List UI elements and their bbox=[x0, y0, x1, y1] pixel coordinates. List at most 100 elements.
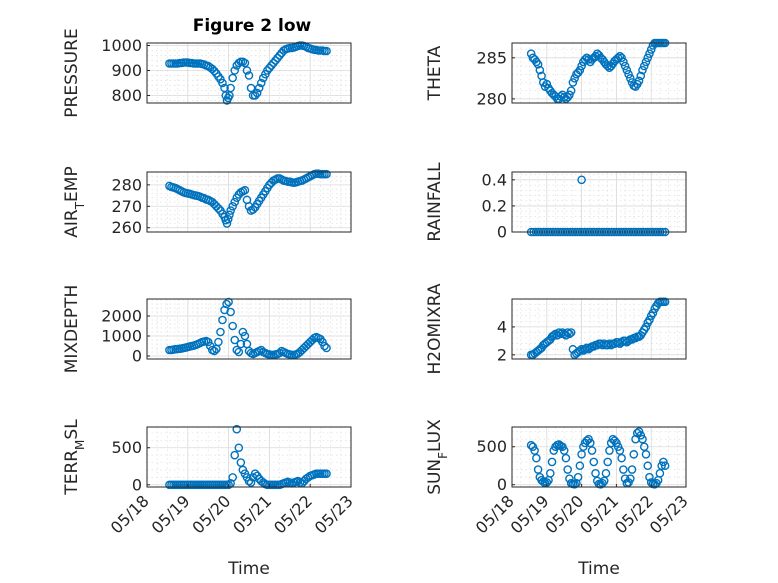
ytick-label: 285 bbox=[476, 48, 507, 67]
data-point bbox=[575, 461, 585, 471]
data-point bbox=[228, 473, 237, 482]
data-point bbox=[210, 346, 219, 356]
data-point bbox=[224, 480, 233, 490]
data-point bbox=[533, 60, 543, 69]
axes-frame bbox=[511, 426, 687, 488]
data-point bbox=[539, 477, 548, 486]
data-point bbox=[214, 337, 223, 347]
data-point bbox=[530, 446, 539, 455]
data-point bbox=[322, 469, 331, 478]
data-point bbox=[228, 201, 237, 211]
ylabel-subscript: M bbox=[73, 440, 87, 450]
ytick-label: 2 bbox=[497, 345, 507, 364]
data-point bbox=[230, 66, 240, 75]
data-point bbox=[561, 453, 571, 463]
data-point bbox=[613, 53, 623, 63]
data-point bbox=[240, 331, 250, 341]
data-point bbox=[240, 58, 250, 68]
data-point bbox=[250, 91, 260, 100]
series-theta bbox=[526, 38, 670, 104]
ylabel-pressure: PRESSURE bbox=[62, 28, 82, 117]
xtick-label: 05/18 bbox=[107, 491, 153, 537]
data-point bbox=[617, 453, 626, 463]
data-point bbox=[545, 469, 555, 478]
data-point bbox=[275, 51, 284, 60]
ylabel-rest: EMP bbox=[62, 166, 82, 202]
ylabel-h2omixra: H2OMIXRA bbox=[425, 283, 445, 374]
data-point bbox=[648, 308, 658, 318]
data-point bbox=[559, 92, 569, 102]
data-point bbox=[230, 335, 240, 345]
data-point bbox=[641, 450, 651, 459]
data-point bbox=[639, 61, 649, 71]
data-point bbox=[236, 458, 246, 467]
data-point bbox=[225, 210, 234, 220]
data-point bbox=[645, 472, 654, 482]
data-point bbox=[246, 83, 256, 93]
xtick-label: 05/18 bbox=[472, 491, 518, 537]
ytick-label: 500 bbox=[111, 438, 142, 457]
data-point bbox=[566, 328, 576, 337]
data-point bbox=[603, 457, 613, 467]
data-point bbox=[619, 465, 628, 474]
data-point bbox=[622, 65, 632, 75]
series-mixdepth bbox=[165, 297, 331, 360]
xtick-label: 05/23 bbox=[646, 491, 692, 537]
data-point bbox=[575, 346, 585, 355]
data-point bbox=[638, 65, 647, 75]
ytick-label: 0 bbox=[132, 347, 142, 366]
data-point bbox=[645, 49, 654, 58]
data-point bbox=[601, 469, 611, 478]
ylabel-airtemp: AIRTEMP bbox=[62, 166, 87, 237]
data-point bbox=[559, 446, 569, 455]
data-point bbox=[293, 476, 303, 486]
data-point bbox=[214, 204, 223, 213]
data-point bbox=[275, 348, 284, 358]
data-point bbox=[643, 461, 653, 471]
ytick-label: 260 bbox=[111, 218, 142, 237]
data-point bbox=[624, 69, 633, 79]
data-point bbox=[535, 65, 545, 75]
data-point bbox=[236, 339, 246, 349]
data-point bbox=[617, 53, 626, 63]
data-point bbox=[634, 76, 644, 86]
data-point bbox=[224, 297, 233, 307]
data-point bbox=[267, 61, 276, 70]
data-point bbox=[570, 480, 579, 489]
series-sunflux bbox=[526, 427, 670, 489]
ytick-label: 500 bbox=[476, 437, 507, 456]
data-point bbox=[320, 341, 329, 351]
xtick-label: 05/23 bbox=[311, 491, 357, 537]
data-point bbox=[248, 205, 258, 214]
data-point bbox=[216, 327, 225, 337]
data-point bbox=[573, 472, 583, 482]
ytick-label: 270 bbox=[111, 197, 142, 216]
subplot-grid: 800 900 1000 PRESSURE 280 285 THETA 260 270 280 AI… bbox=[62, 28, 692, 579]
data-point bbox=[577, 450, 586, 459]
data-point bbox=[269, 58, 278, 68]
data-point bbox=[228, 321, 237, 331]
ylabel-rest: SL bbox=[62, 419, 82, 440]
data-point bbox=[246, 478, 256, 487]
ylabel-subscript: F bbox=[436, 452, 450, 459]
ytick-label: 900 bbox=[111, 61, 142, 80]
data-point bbox=[655, 469, 665, 478]
data-point bbox=[254, 83, 264, 93]
data-point bbox=[533, 465, 543, 474]
xtick-label: 05/20 bbox=[541, 491, 587, 537]
data-point bbox=[577, 175, 586, 185]
subplot-pressure: 800 900 1000 PRESSURE bbox=[62, 28, 352, 118]
data-point bbox=[563, 465, 572, 474]
data-point bbox=[577, 61, 586, 71]
axes-frame bbox=[146, 426, 352, 488]
data-point bbox=[660, 297, 670, 307]
data-point bbox=[265, 63, 274, 73]
subplot-theta: 280 285 THETA bbox=[425, 38, 687, 108]
data-point bbox=[646, 45, 656, 54]
data-point bbox=[322, 169, 331, 179]
xlabel-sunflux: Time bbox=[577, 559, 620, 579]
data-point bbox=[210, 66, 219, 76]
